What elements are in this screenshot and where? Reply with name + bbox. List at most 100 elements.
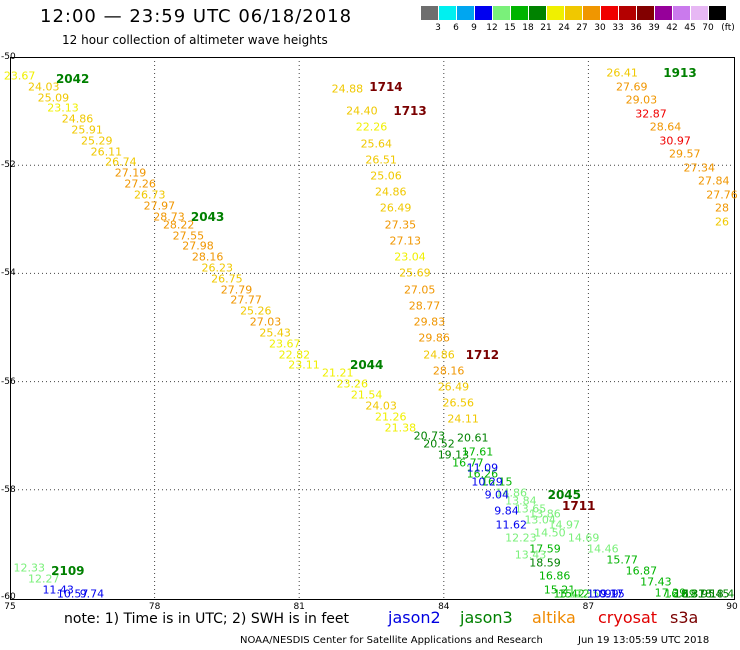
wave-height-value: 26.73: [134, 188, 166, 202]
wave-height-value: 26: [715, 215, 729, 229]
wave-height-value: 23.04: [394, 250, 426, 264]
legend-label: 18: [522, 23, 534, 33]
wave-height-value: 16.86: [538, 569, 571, 583]
wave-height-value: 29.57: [669, 147, 701, 161]
wave-height-value: 28.22: [162, 218, 195, 232]
lon-tick-label: 75: [4, 602, 16, 612]
wave-height-value: 26.74: [105, 155, 137, 169]
wave-height-value: 32.87: [635, 107, 667, 121]
legend-label: 3: [435, 23, 441, 33]
legend-label: 45: [684, 23, 696, 33]
wave-height-value: 24.03: [365, 399, 397, 413]
legend-swatch: [601, 6, 618, 20]
legend-swatch: [691, 6, 708, 20]
wave-height-value: 26.49: [379, 201, 412, 215]
legend-swatch: [511, 6, 528, 20]
lat-tick-label: -56: [1, 376, 16, 387]
pass-id-label: 2044: [349, 358, 384, 373]
wave-height-value: 27.76: [706, 188, 738, 202]
lat-tick-label: -54: [1, 268, 16, 279]
wave-height-value: 20.73: [413, 429, 446, 443]
pass-id-label: 1714: [369, 79, 403, 94]
wave-height-value: 23.11: [288, 358, 320, 372]
wave-height-value: 16.87: [625, 564, 658, 578]
wave-height-value: 22.82: [278, 348, 311, 362]
wave-height-value: 17.29: [654, 586, 687, 600]
wave-height-value: 19.13: [437, 448, 470, 462]
wave-height-value: 27.03: [249, 315, 282, 329]
wave-height-value: 18.37: [673, 587, 706, 601]
legend-swatch: [439, 6, 456, 20]
wave-height-value: 24.86: [423, 348, 455, 362]
wave-height-value: 27.79: [220, 283, 253, 297]
wave-height-value: 9.04: [484, 488, 510, 502]
legend-swatch: [709, 6, 726, 20]
lon-tick-label: 90: [726, 602, 738, 612]
pass-id-label: 1913: [663, 66, 697, 81]
wave-height-value: 27.69: [616, 80, 648, 94]
wave-height-value: 27.13: [389, 234, 421, 248]
wave-height-value: 25.26: [240, 304, 272, 318]
wave-height-value: 17.61: [461, 445, 494, 459]
wave-height-value: 30.97: [659, 134, 691, 148]
wave-height-value: 13.65: [514, 502, 547, 516]
wave-height-value: 25.29: [81, 134, 113, 148]
legend-label: 36: [630, 23, 642, 33]
wave-height-value: 10.17: [591, 587, 624, 601]
wave-height-value: 13.86: [529, 507, 561, 521]
pass-id-label: 1713: [393, 104, 427, 119]
wave-height-value: 26.11: [90, 145, 123, 159]
wave-height-value: 25.09: [37, 91, 70, 105]
wave-height-value: 28.77: [408, 299, 441, 313]
wave-height-value: 12.23: [505, 531, 537, 545]
wave-height-value: 29.86: [418, 331, 450, 345]
wave-height-value: 25.91: [71, 123, 103, 137]
wave-height-value: 20.61: [456, 431, 489, 445]
wave-height-value: 16.15: [481, 475, 513, 489]
legend-label: 24: [558, 23, 570, 33]
pass-id-label: 1712: [465, 347, 500, 362]
wave-height-value: 28.16: [432, 364, 465, 378]
legend-label: 15: [504, 23, 516, 33]
wave-height-value: 25.06: [370, 169, 402, 183]
generated-timestamp: Jun 19 13:05:59 UTC 2018: [578, 635, 710, 646]
wave-height-value: 10.57: [56, 587, 89, 601]
wave-height-value: 26.49: [437, 380, 470, 394]
satellite-name: s3a: [670, 608, 699, 627]
wave-height-value: 11.62: [495, 518, 528, 532]
satellite-name: cryosat: [598, 608, 658, 627]
lon-tick-label: 87: [582, 602, 595, 612]
wave-height-value: 9.84: [494, 504, 519, 518]
legend-label: 12: [486, 23, 498, 33]
map-title: 12:00 — 23:59 UTC 06/18/2018: [40, 6, 353, 27]
map-subtitle: 12 hour collection of altimeter wave hei…: [62, 33, 328, 47]
wave-height-value: 24.86: [375, 185, 407, 199]
wave-height-value: 29.03: [625, 93, 658, 107]
wave-height-value: 18.45: [697, 587, 730, 601]
wave-height-value: 14.97: [548, 518, 581, 532]
legend-swatch: [565, 6, 582, 20]
legend-swatch: [583, 6, 600, 20]
wave-height-value: 25.69: [399, 266, 431, 280]
wave-height-value: 11.43: [42, 583, 74, 597]
wave-height-value: 27.35: [384, 218, 417, 232]
pass-id-label: 2043: [190, 209, 225, 224]
wave-height-value: 24.86: [61, 112, 94, 126]
wave-height-value: 14.86: [495, 486, 528, 499]
legend-label: 42: [666, 23, 678, 33]
lon-tick-label: 84: [438, 602, 450, 612]
legend-swatch: [421, 6, 438, 20]
wave-height-value: 13.04: [524, 513, 556, 527]
pass-id-label: 2042: [55, 71, 90, 86]
wave-height-value: 18.4: [709, 587, 735, 601]
lon-tick-label: 78: [148, 602, 161, 612]
wave-height-value: 27.97: [143, 199, 176, 213]
wave-height-value: 15.77: [606, 553, 638, 567]
wave-height-value: 21.54: [350, 388, 383, 402]
pass-id-label: 2045: [547, 488, 581, 503]
legend-label: 21: [540, 23, 552, 33]
wave-height-value: 24.11: [447, 412, 479, 426]
legend-label: 27: [576, 23, 588, 33]
wave-height-value: 12.27: [27, 572, 60, 586]
legend-swatch: [475, 6, 492, 20]
